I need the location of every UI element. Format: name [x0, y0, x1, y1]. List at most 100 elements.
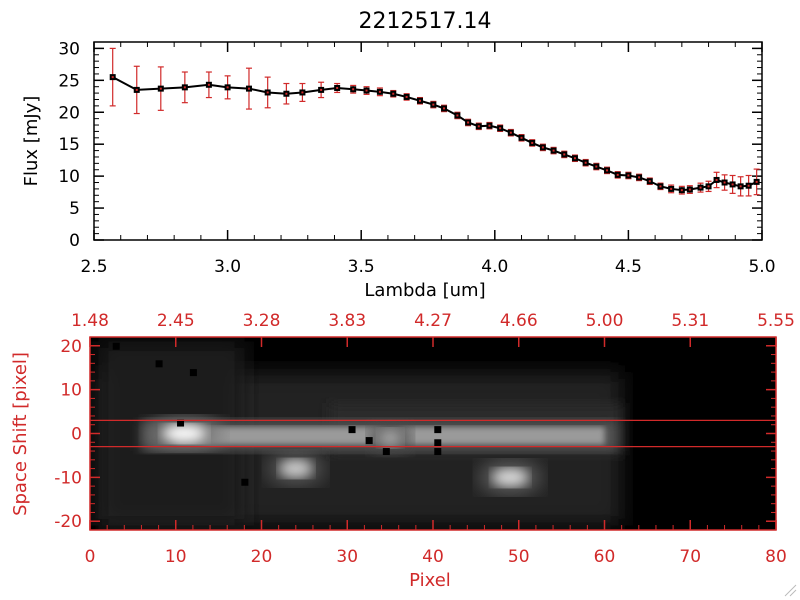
spectrum-y-tick-label: 15 — [58, 135, 80, 155]
spectrum-y-tick-label: 5 — [69, 199, 80, 219]
spectrum-y-tick-label: 10 — [58, 167, 80, 187]
flux-point-center — [715, 178, 718, 181]
flux-point-center — [638, 176, 641, 179]
spectrogram-x-tick-label: 80 — [765, 547, 787, 567]
bad-pixel — [434, 439, 442, 447]
flux-point-center — [467, 121, 470, 124]
flux-point-center — [207, 83, 210, 86]
spectrum-y-tick-label: 25 — [58, 71, 80, 91]
flux-point-center — [266, 91, 269, 94]
flux-point-center — [573, 157, 576, 160]
flux-point-center — [688, 188, 691, 191]
flux-point-center — [226, 86, 229, 89]
flux-point-center — [552, 149, 555, 152]
spectrum-x-label: Lambda [um] — [364, 280, 485, 301]
bad-pixel — [155, 360, 163, 368]
flux-point-center — [747, 184, 750, 187]
flux-point-center — [405, 95, 408, 98]
flux-point-center — [648, 180, 651, 183]
flux-point-center — [659, 185, 662, 188]
wavelength-tick-label: 4.27 — [414, 311, 452, 331]
flux-point-center — [418, 99, 421, 102]
flux-point-center — [627, 174, 630, 177]
wavelength-tick-label: 5.31 — [671, 311, 709, 331]
flux-point-center — [739, 185, 742, 188]
spectrogram-y-label: Space Shift [pixel] — [10, 352, 31, 516]
flux-point-center — [392, 92, 395, 95]
spectrum-frame — [93, 41, 763, 241]
flux-point-center — [111, 76, 114, 79]
spectrogram-y-tick-label: -10 — [54, 468, 82, 488]
spectrum-y-tick-label: 20 — [58, 103, 80, 123]
flux-point-center — [563, 153, 566, 156]
flux-point-center — [731, 183, 734, 186]
flux-point-center — [520, 136, 523, 139]
wavelength-tick-label: 2.45 — [157, 311, 195, 331]
flux-point-center — [509, 131, 512, 134]
spectrogram-plot: 0 10 20 30 40 50 60 70 80 1.48 2.45 3.28 3.83 4.27 4.6… — [10, 311, 795, 591]
flux-point-center — [699, 186, 702, 189]
bad-pixel — [348, 426, 356, 434]
flux-point-center — [680, 189, 683, 192]
bad-pixel — [382, 448, 390, 456]
bad-pixel — [112, 342, 120, 350]
spectrogram-y-tick-label: 0 — [71, 425, 82, 445]
flux-point-center — [541, 146, 544, 149]
bad-pixel — [365, 437, 373, 445]
chart-title: 2212517.14 — [359, 9, 492, 34]
spectrum-x-tick-label: 4.0 — [481, 257, 508, 277]
source-core — [378, 428, 403, 447]
flux-point-center — [336, 86, 339, 89]
flux-point-center — [488, 124, 491, 127]
flux-point-center — [365, 89, 368, 92]
spectrogram-x-tick-label: 10 — [165, 547, 187, 567]
spectrum-plot: 2.5 3.0 3.5 4.0 4.5 5.0 0 5 10 15 20 25 30 Lambda [u… — [21, 39, 776, 301]
spectrogram-x-tick-label: 30 — [336, 547, 358, 567]
bad-pixel — [177, 419, 185, 427]
flux-point-center — [755, 180, 758, 183]
resize-grip-icon — [784, 584, 797, 597]
flux-point-center — [443, 107, 446, 110]
spectrum-x-tick-label: 3.5 — [348, 257, 375, 277]
flux-point-center — [285, 92, 288, 95]
wavelength-tick-label: 3.28 — [243, 311, 281, 331]
flux-point-center — [432, 103, 435, 106]
spectrogram-x-tick-label: 0 — [85, 547, 96, 567]
flux-point-center — [707, 185, 710, 188]
spectrum-x-tick-label: 5.0 — [748, 257, 775, 277]
flux-point-center — [183, 86, 186, 89]
spectrum-y-tick-label: 0 — [69, 231, 80, 251]
flux-point-center — [135, 88, 138, 91]
flux-point-center — [670, 187, 673, 190]
bad-pixel — [434, 448, 442, 456]
source-core — [492, 468, 529, 487]
flux-point-center — [456, 114, 459, 117]
spectrogram-y-tick-label: 10 — [60, 381, 82, 401]
bad-pixel — [189, 369, 197, 377]
bad-pixel — [434, 426, 442, 434]
spectrogram-y-tick-label: 20 — [60, 337, 82, 357]
spectrogram-x-tick-label: 60 — [594, 547, 616, 567]
flux-point-center — [247, 87, 250, 90]
wavelength-tick-label: 5.00 — [586, 311, 624, 331]
flux-point-center — [159, 87, 162, 90]
spectrogram-y-tick-label: -20 — [54, 512, 82, 532]
spectrogram-x-tick-label: 70 — [679, 547, 701, 567]
spectrogram-x-tick-label: 40 — [422, 547, 444, 567]
flux-point-center — [595, 165, 598, 168]
bad-pixel — [241, 478, 249, 486]
wavelength-tick-label: 5.55 — [757, 311, 795, 331]
flux-point-center — [378, 90, 381, 93]
flux-point-center — [477, 125, 480, 128]
spectrum-y-tick-label: 30 — [58, 39, 80, 59]
source-core — [279, 459, 313, 478]
flux-point-center — [616, 173, 619, 176]
flux-point-center — [499, 127, 502, 130]
flux-point-center — [723, 181, 726, 184]
spectrum-x-tick-label: 2.5 — [80, 257, 107, 277]
wavelength-tick-label: 4.66 — [500, 311, 538, 331]
flux-point-center — [320, 88, 323, 91]
spectrum-x-tick-label: 4.5 — [615, 257, 642, 277]
spectrum-x-tick-label: 3.0 — [214, 257, 241, 277]
